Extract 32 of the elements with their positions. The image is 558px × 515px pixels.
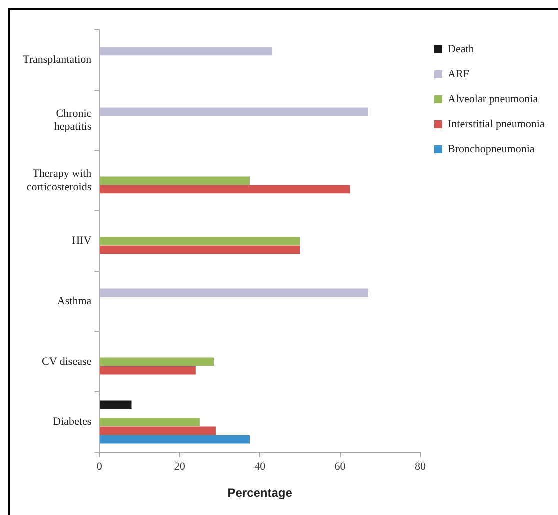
y-tick-label: Diabetes: [53, 416, 92, 428]
bar: [100, 176, 250, 185]
y-tick-label: HIV: [72, 235, 92, 248]
y-tick-label: CV disease: [42, 356, 92, 368]
bar: [100, 246, 300, 254]
y-tick-label: Therapy with corticosteroids: [26, 168, 92, 194]
x-tick-label: 0: [96, 460, 103, 473]
legend-label: ARF: [448, 68, 470, 80]
chart-frame: Percentage Death ARF Alveolar pneumonia Interstitial pneumonia Bronchopneumonia 0 20 40 60 80 Transplantation Chronic hepatitis Therapy with corticosteroids HIV Asthma CV disease Diabetes: [8, 8, 558, 515]
bar: [100, 185, 350, 194]
bar: [100, 358, 214, 366]
legend-label: Alveolar pneumonia: [448, 93, 538, 106]
legend-label: Interstitial pneumonia: [448, 118, 545, 130]
x-tick-label: 80: [415, 460, 426, 473]
bar: [100, 426, 216, 436]
bar: [100, 435, 250, 444]
bar: [100, 400, 132, 409]
x-tick-label: 40: [254, 460, 266, 473]
y-tick-label: Transplantation: [22, 54, 92, 66]
legend-label: Death: [448, 43, 475, 56]
x-tick-label: 60: [334, 460, 346, 473]
bar: [100, 418, 200, 426]
bar: [100, 108, 368, 116]
bar: [100, 366, 196, 375]
bar: [100, 237, 300, 246]
bar: [100, 47, 272, 56]
bar: [100, 288, 368, 297]
x-axis-title: Percentage: [228, 486, 293, 500]
y-tick-label: Chronic hepatitis: [54, 108, 92, 134]
x-tick-label: 20: [174, 460, 186, 473]
y-tick-label: Asthma: [57, 295, 92, 308]
legend-label: Bronchopneumonia: [448, 143, 535, 156]
